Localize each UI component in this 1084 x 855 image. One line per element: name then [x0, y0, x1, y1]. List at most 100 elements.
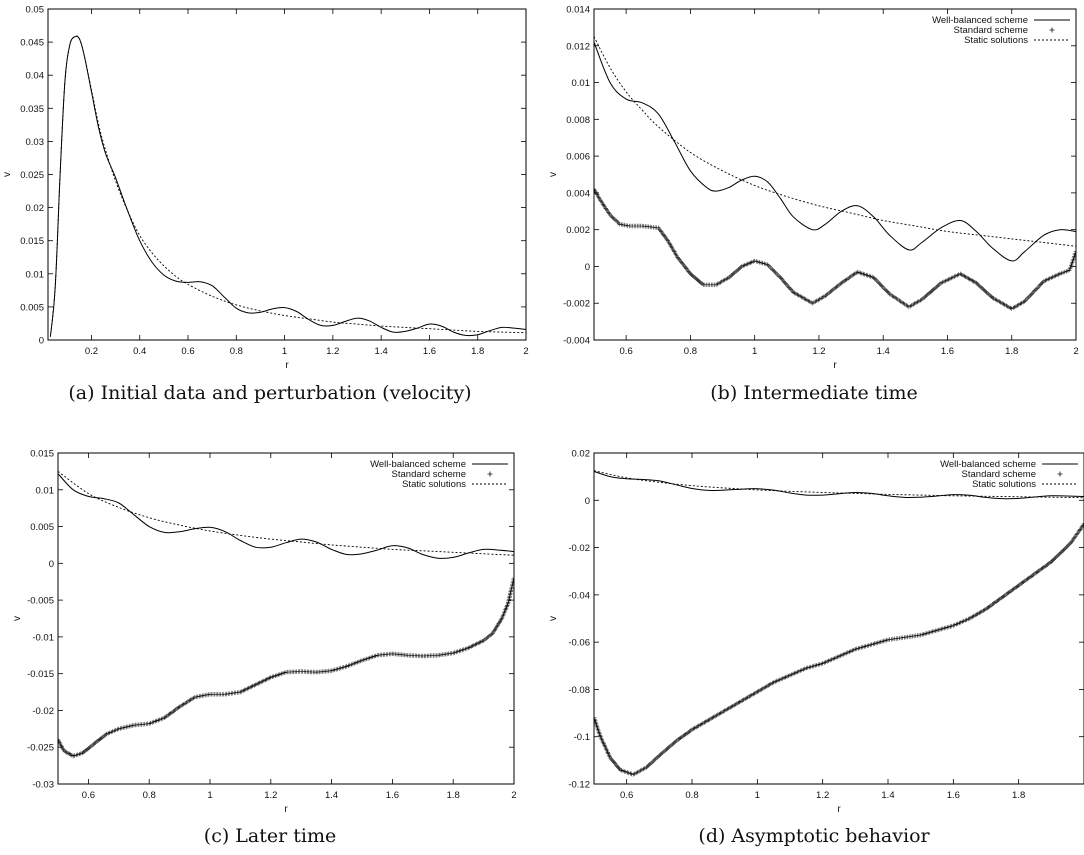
x-tick-label: 1.2: [264, 790, 277, 801]
caption-b: (b) Intermediate time: [710, 382, 918, 404]
y-tick-label: 0: [585, 496, 590, 507]
y-tick-label: -0.01: [32, 632, 54, 643]
y-tick-label: 0.006: [566, 152, 590, 163]
y-tick-label: -0.02: [32, 706, 54, 717]
x-tick-label: 0.8: [685, 790, 698, 801]
legend-label: Well-balanced scheme: [940, 459, 1036, 470]
x-tick-label: 1.6: [947, 790, 960, 801]
x-tick-label: 0.6: [620, 790, 633, 801]
legend-swatch: [1057, 471, 1063, 477]
x-axis-label: r: [837, 804, 841, 815]
x-tick-label: 1.6: [423, 346, 436, 357]
x-tick-label: 1.6: [941, 346, 954, 357]
y-tick-label: 0.005: [30, 522, 54, 533]
legend-label: Standard scheme: [954, 25, 1028, 36]
x-tick-label: 1.8: [471, 346, 484, 357]
y-tick-label: 0.035: [20, 104, 44, 115]
y-tick-label: -0.06: [568, 638, 590, 649]
y-tick-label: 0.04: [26, 71, 45, 82]
x-tick-label: 0.8: [143, 790, 156, 801]
y-tick-label: -0.015: [27, 669, 54, 680]
y-axis-label: v: [548, 172, 559, 177]
chart-d-asymptotic-behavior: 0.6 0.8 1 1.2 1.4 1.6 1.8 -0.12 -0.1 -0.08 -0.06 -0…: [548, 449, 1084, 815]
legend-label: Well-balanced scheme: [370, 459, 466, 470]
legend-label: Static solutions: [972, 479, 1036, 490]
legend-label: Static solutions: [402, 479, 466, 490]
x-tick-label: 1.4: [375, 346, 388, 357]
y-tick-label: 0.005: [20, 302, 44, 313]
series-static-solutions-line: [49, 35, 526, 337]
chart-b-intermediate-time: 0.6 0.8 1 1.2 1.4 1.6 1.8 2 -0.004 -0.002 0 0.002 0.…: [548, 5, 1079, 372]
x-axis-label: r: [284, 804, 288, 815]
series-standard-scheme-markers: [58, 575, 514, 759]
caption-c: (c) Later time: [203, 825, 337, 847]
y-tick-label: -0.002: [563, 299, 590, 310]
x-tick-label: 1.4: [881, 790, 894, 801]
series-well-balanced-line: [594, 41, 1076, 262]
chart-a-initial-data: 0.2 0.4 0.6 0.8 1 1.2 1.4 1.6 1.8 2 0 0.005 0.01 0.01…: [2, 5, 529, 372]
y-tick-label: 0.002: [566, 225, 590, 236]
x-tick-label: 0.8: [230, 346, 243, 357]
y-tick-label: 0.012: [566, 41, 590, 52]
series-group: [58, 471, 514, 759]
legend-label: Standard scheme: [962, 469, 1036, 480]
y-tick-label: 0.03: [26, 137, 45, 148]
x-tick-label: 0.6: [181, 346, 194, 357]
series-static-solutions-line: [594, 470, 1084, 499]
y-tick-label: -0.005: [27, 596, 54, 607]
y-tick-label: 0.025: [20, 170, 44, 181]
y-tick-label: -0.1: [574, 732, 590, 743]
y-tick-label: -0.04: [568, 590, 590, 601]
plot-frame: [593, 452, 1084, 785]
x-tick-label: 1.4: [325, 790, 338, 801]
y-tick-label: 0.01: [36, 485, 55, 496]
x-tick-label: 1.8: [1005, 346, 1018, 357]
series-static-solutions-line: [594, 36, 1076, 247]
y-tick-label: 0: [49, 559, 54, 570]
x-tick-label: 1: [752, 346, 757, 357]
x-tick-label: 1.2: [816, 790, 829, 801]
y-tick-label: 0.015: [20, 236, 44, 247]
x-tick-label: 1: [282, 346, 287, 357]
y-tick-label: 0.014: [566, 5, 590, 16]
x-tick-label: 0.8: [684, 346, 697, 357]
plot-frame: [57, 452, 515, 785]
y-tick-label: -0.03: [32, 780, 54, 791]
y-axis-label: v: [548, 616, 559, 621]
series-well-balanced-line: [49, 35, 526, 337]
x-axis-label: r: [285, 360, 289, 371]
x-tick-label: 1: [755, 790, 760, 801]
x-tick-label: 0.4: [133, 346, 146, 357]
series-standard-scheme-markers: [594, 187, 1076, 311]
plot-frame: [47, 8, 527, 341]
legend-label: Well-balanced scheme: [932, 15, 1028, 26]
series-well-balanced-line: [58, 473, 514, 559]
series-group: [49, 35, 526, 337]
x-tick-label: 1: [207, 790, 212, 801]
x-tick-label: 2: [1073, 346, 1078, 357]
y-tick-label: 0: [585, 262, 590, 273]
x-tick-label: 1.2: [812, 346, 825, 357]
y-tick-label: 0.02: [26, 203, 45, 214]
caption-d: (d) Asymptotic behavior: [698, 825, 930, 847]
x-tick-label: 0.6: [82, 790, 95, 801]
x-tick-label: 1.2: [326, 346, 339, 357]
x-tick-label: 1.8: [447, 790, 460, 801]
y-tick-label: 0: [39, 336, 44, 347]
y-tick-label: 0.015: [30, 449, 54, 460]
y-tick-label: 0.01: [572, 78, 591, 89]
chart-c-later-time: 0.6 0.8 1 1.2 1.4 1.6 1.8 2 -0.03 -0.025 -0.02 -0.0…: [12, 449, 517, 816]
legend-label: Static solutions: [964, 35, 1028, 46]
plot-frame: [593, 8, 1077, 341]
y-tick-label: 0.02: [572, 449, 591, 460]
y-tick-label: -0.025: [27, 743, 54, 754]
series-well-balanced-line: [594, 470, 1084, 500]
y-tick-label: -0.02: [568, 543, 590, 554]
x-tick-label: 2: [511, 790, 516, 801]
series-group: [594, 470, 1084, 777]
legend-swatch: [1049, 27, 1055, 33]
x-axis-label: r: [833, 360, 837, 371]
y-tick-label: -0.004: [563, 336, 590, 347]
y-tick-label: -0.12: [568, 780, 590, 791]
y-tick-label: 0.01: [26, 269, 45, 280]
